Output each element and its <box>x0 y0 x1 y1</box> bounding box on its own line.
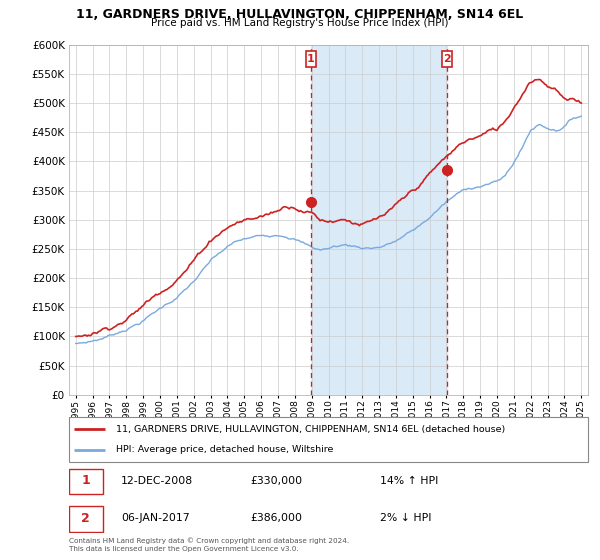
Text: Price paid vs. HM Land Registry's House Price Index (HPI): Price paid vs. HM Land Registry's House … <box>151 18 449 29</box>
FancyBboxPatch shape <box>69 469 103 494</box>
Text: This data is licensed under the Open Government Licence v3.0.: This data is licensed under the Open Gov… <box>69 546 299 552</box>
Text: 06-JAN-2017: 06-JAN-2017 <box>121 514 190 524</box>
FancyBboxPatch shape <box>69 417 588 462</box>
FancyBboxPatch shape <box>442 50 452 67</box>
Text: 12-DEC-2008: 12-DEC-2008 <box>121 475 193 486</box>
FancyBboxPatch shape <box>306 50 316 67</box>
Text: HPI: Average price, detached house, Wiltshire: HPI: Average price, detached house, Wilt… <box>116 445 333 454</box>
Text: 14% ↑ HPI: 14% ↑ HPI <box>380 475 439 486</box>
Bar <box>311 45 447 395</box>
Text: £386,000: £386,000 <box>251 514 302 524</box>
Text: 11, GARDNERS DRIVE, HULLAVINGTON, CHIPPENHAM, SN14 6EL: 11, GARDNERS DRIVE, HULLAVINGTON, CHIPPE… <box>76 8 524 21</box>
Text: 2% ↓ HPI: 2% ↓ HPI <box>380 514 432 524</box>
Text: 1: 1 <box>82 474 90 487</box>
FancyBboxPatch shape <box>69 506 103 532</box>
Text: 11, GARDNERS DRIVE, HULLAVINGTON, CHIPPENHAM, SN14 6EL (detached house): 11, GARDNERS DRIVE, HULLAVINGTON, CHIPPE… <box>116 425 505 434</box>
Text: 2: 2 <box>443 54 451 64</box>
Text: £330,000: £330,000 <box>251 475 303 486</box>
Text: 1: 1 <box>307 54 314 64</box>
Text: Contains HM Land Registry data © Crown copyright and database right 2024.: Contains HM Land Registry data © Crown c… <box>69 538 349 544</box>
Text: 2: 2 <box>82 512 90 525</box>
